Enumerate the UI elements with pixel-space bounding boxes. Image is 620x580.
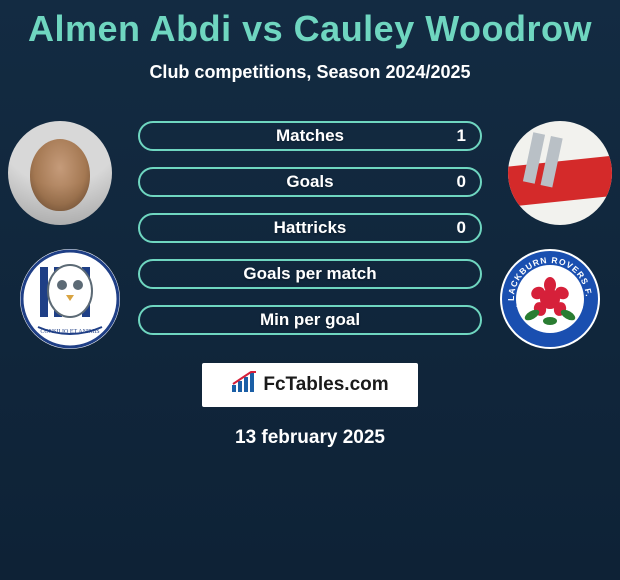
stat-label: Goals per match bbox=[243, 264, 376, 284]
player-avatar-left bbox=[8, 121, 112, 225]
stat-value-right: 1 bbox=[457, 126, 466, 146]
stat-row: Matches 1 bbox=[138, 121, 482, 151]
svg-text:CONSILIO ET ANIMIS: CONSILIO ET ANIMIS bbox=[40, 329, 99, 335]
stat-row: Min per goal bbox=[138, 305, 482, 335]
stat-row: Goals 0 bbox=[138, 167, 482, 197]
comparison-panel: CONSILIO ET ANIMIS BLACKBURN ROVERS F.C.… bbox=[0, 121, 620, 351]
stat-label: Goals bbox=[286, 172, 333, 192]
brand-text: FcTables.com bbox=[263, 374, 388, 396]
stat-row: Goals per match bbox=[138, 259, 482, 289]
stat-value-right: 0 bbox=[457, 218, 466, 238]
page-title: Almen Abdi vs Cauley Woodrow bbox=[0, 0, 620, 50]
player-avatar-right bbox=[508, 121, 612, 225]
stat-label: Hattricks bbox=[274, 218, 347, 238]
club-crest-left: CONSILIO ET ANIMIS bbox=[20, 249, 120, 349]
stats-list: Matches 1 Goals 0 Hattricks 0 Goals per … bbox=[138, 121, 482, 351]
chart-icon bbox=[231, 371, 257, 399]
brand-badge: FcTables.com bbox=[202, 363, 418, 407]
stat-value-right: 0 bbox=[457, 172, 466, 192]
club-crest-right: BLACKBURN ROVERS F.C. ARTE ET LABORE bbox=[500, 249, 600, 349]
stat-label: Matches bbox=[276, 126, 344, 146]
stat-row: Hattricks 0 bbox=[138, 213, 482, 243]
stat-label: Min per goal bbox=[260, 310, 360, 330]
date-label: 13 february 2025 bbox=[0, 427, 620, 449]
subtitle: Club competitions, Season 2024/2025 bbox=[0, 62, 620, 83]
